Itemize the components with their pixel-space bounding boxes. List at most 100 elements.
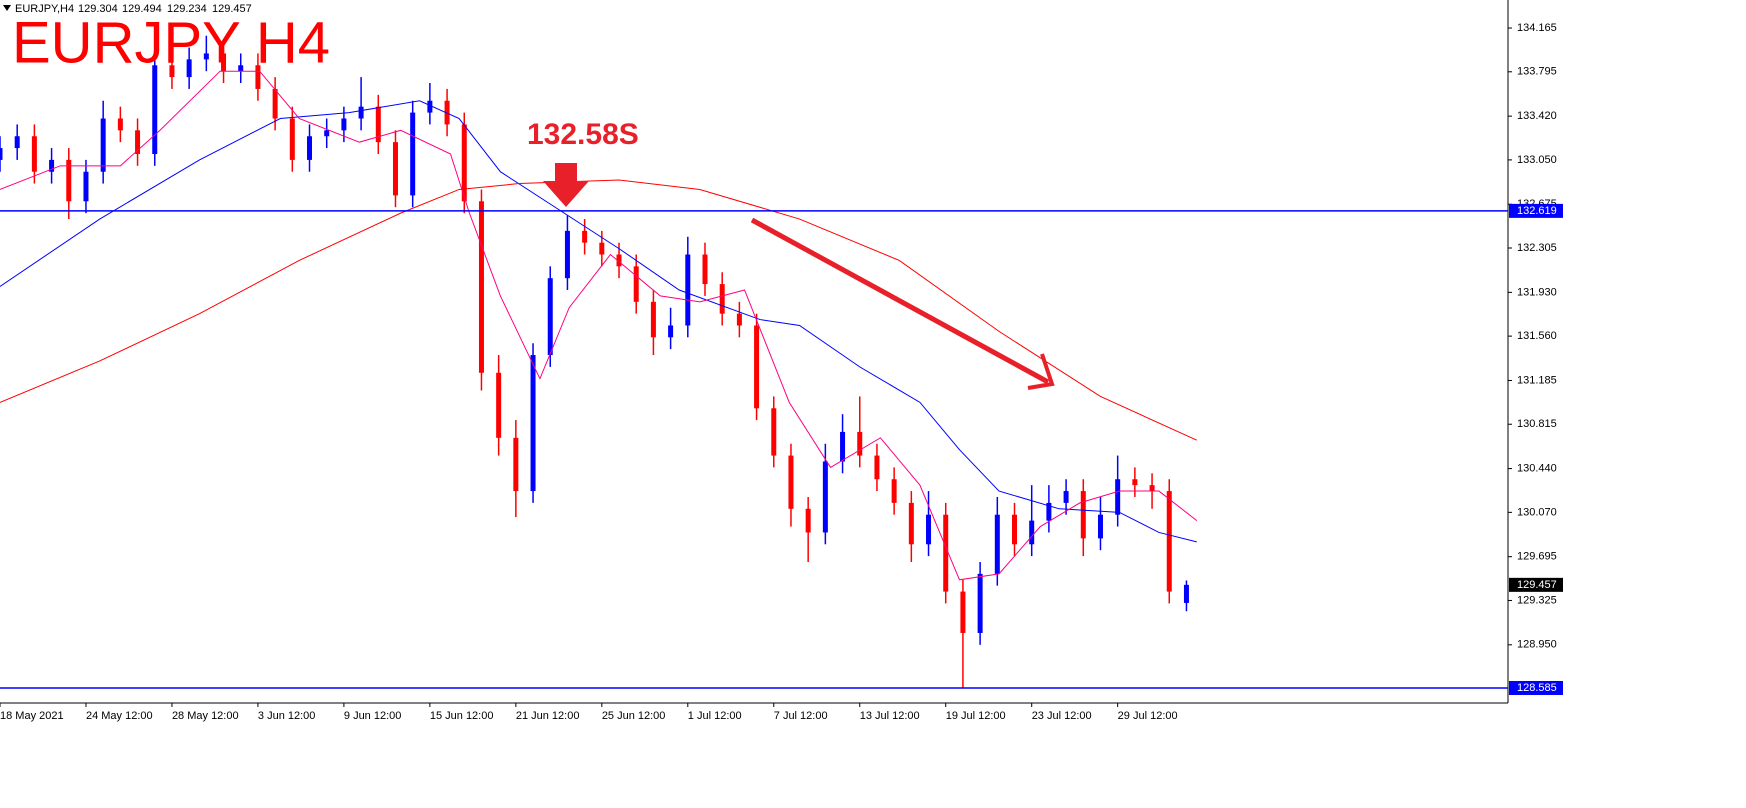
level-label-box: [1509, 680, 1563, 695]
candle-body: [221, 53, 227, 72]
candle-body: [392, 142, 398, 196]
y-tick-label: 129.695: [1517, 551, 1557, 563]
candle-body: [1080, 491, 1086, 539]
y-tick-label: 130.440: [1517, 462, 1557, 474]
y-tick-label: 134.165: [1517, 22, 1557, 34]
candle-body: [908, 502, 914, 545]
candle-body: [943, 514, 949, 592]
candle-body: [754, 325, 760, 409]
candle-body: [1063, 491, 1069, 503]
candle-body: [375, 106, 381, 143]
candle-body: [307, 136, 313, 160]
x-tick-label: 1 Jul 12:00: [688, 710, 742, 722]
menu-triangle: [3, 5, 11, 11]
candle-body: [719, 284, 725, 314]
x-tick-label: 25 Jun 12:00: [602, 710, 666, 722]
candle-body: [1183, 584, 1189, 603]
candle-body: [49, 159, 55, 172]
ohlc-low: 129.234: [167, 3, 207, 15]
candle-body: [410, 112, 416, 196]
candle-body: [547, 278, 553, 356]
y-tick-label: 130.815: [1517, 418, 1557, 430]
candle-body: [633, 266, 639, 302]
candle-body: [1149, 485, 1155, 492]
candle-body: [582, 230, 588, 243]
candle-body: [736, 313, 742, 326]
candle-body: [840, 431, 846, 462]
y-tick-label: 132.305: [1517, 242, 1557, 254]
candle-body: [83, 171, 89, 202]
candle-body: [857, 431, 863, 456]
candle-body: [427, 100, 433, 113]
candle-body: [564, 230, 570, 279]
candle-body: [513, 437, 519, 492]
candle-body: [255, 65, 261, 89]
candle-body: [152, 65, 158, 154]
candle-body: [788, 455, 794, 509]
x-tick-label: 13 Jul 12:00: [860, 710, 920, 722]
candle-body: [1132, 479, 1138, 486]
candle-body: [805, 508, 811, 533]
candle-body: [358, 106, 364, 119]
candle-body: [874, 455, 880, 480]
x-tick-label: 21 Jun 12:00: [516, 710, 580, 722]
symbol-label: EURJPY,H4: [15, 3, 74, 15]
candle-body: [478, 201, 484, 373]
candle-body: [926, 514, 932, 545]
x-tick-label: 24 May 12:00: [86, 710, 153, 722]
x-tick-label: 28 May 12:00: [172, 710, 239, 722]
x-tick-label: 23 Jul 12:00: [1032, 710, 1092, 722]
candle-body: [289, 118, 295, 160]
y-tick-label: 133.050: [1517, 154, 1557, 166]
level-label: 128.585: [1517, 682, 1557, 694]
candle-body: [0, 148, 3, 160]
candle-body: [1029, 520, 1035, 545]
candle-body: [496, 372, 502, 438]
candle-body: [66, 159, 72, 202]
y-tick-label: 128.950: [1517, 639, 1557, 651]
candle-body: [994, 514, 1000, 574]
ohlc-open: 129.304: [78, 3, 118, 15]
candle-body: [461, 124, 467, 202]
candle-body: [599, 242, 605, 255]
x-tick-label: 29 Jul 12:00: [1118, 710, 1178, 722]
x-tick-label: 7 Jul 12:00: [774, 710, 828, 722]
chart-title: EURJPY H4: [12, 10, 330, 75]
x-tick-label: 19 Jul 12:00: [946, 710, 1006, 722]
candle-body: [685, 254, 691, 326]
candle-body: [169, 65, 175, 78]
y-tick-label: 131.185: [1517, 374, 1557, 386]
candle-body: [668, 325, 674, 338]
candle-body: [203, 53, 209, 60]
candle-body: [1012, 514, 1018, 545]
annotation: 132.58S: [527, 118, 639, 151]
candle-body: [100, 118, 106, 172]
candle-body: [616, 254, 622, 267]
y-tick-label: 133.795: [1517, 66, 1557, 78]
moving-average: [0, 100, 1197, 543]
candle-body: [771, 408, 777, 456]
ohlc-high: 129.494: [122, 3, 162, 15]
candle-body: [117, 118, 123, 131]
candle-body: [341, 118, 347, 131]
price-label-box: [1509, 577, 1563, 592]
candle-body: [1046, 502, 1052, 521]
level-label: 132.619: [1517, 205, 1557, 217]
x-tick-label: 3 Jun 12:00: [258, 710, 316, 722]
moving-average: [0, 70, 1198, 581]
y-tick-label: 129.325: [1517, 594, 1557, 606]
y-tick-label: 131.560: [1517, 330, 1557, 342]
candle-body: [1115, 479, 1121, 515]
candle-body: [650, 301, 656, 338]
candle-body: [977, 573, 983, 633]
candle-body: [31, 136, 37, 172]
trend-arrow-head: [1027, 353, 1055, 390]
candle-body: [272, 88, 278, 119]
candle-body: [186, 59, 192, 78]
y-tick-label: 130.070: [1517, 506, 1557, 518]
candle-body: [530, 355, 536, 492]
x-tick-label: 15 Jun 12:00: [430, 710, 494, 722]
y-tick-label: 131.930: [1517, 286, 1557, 298]
